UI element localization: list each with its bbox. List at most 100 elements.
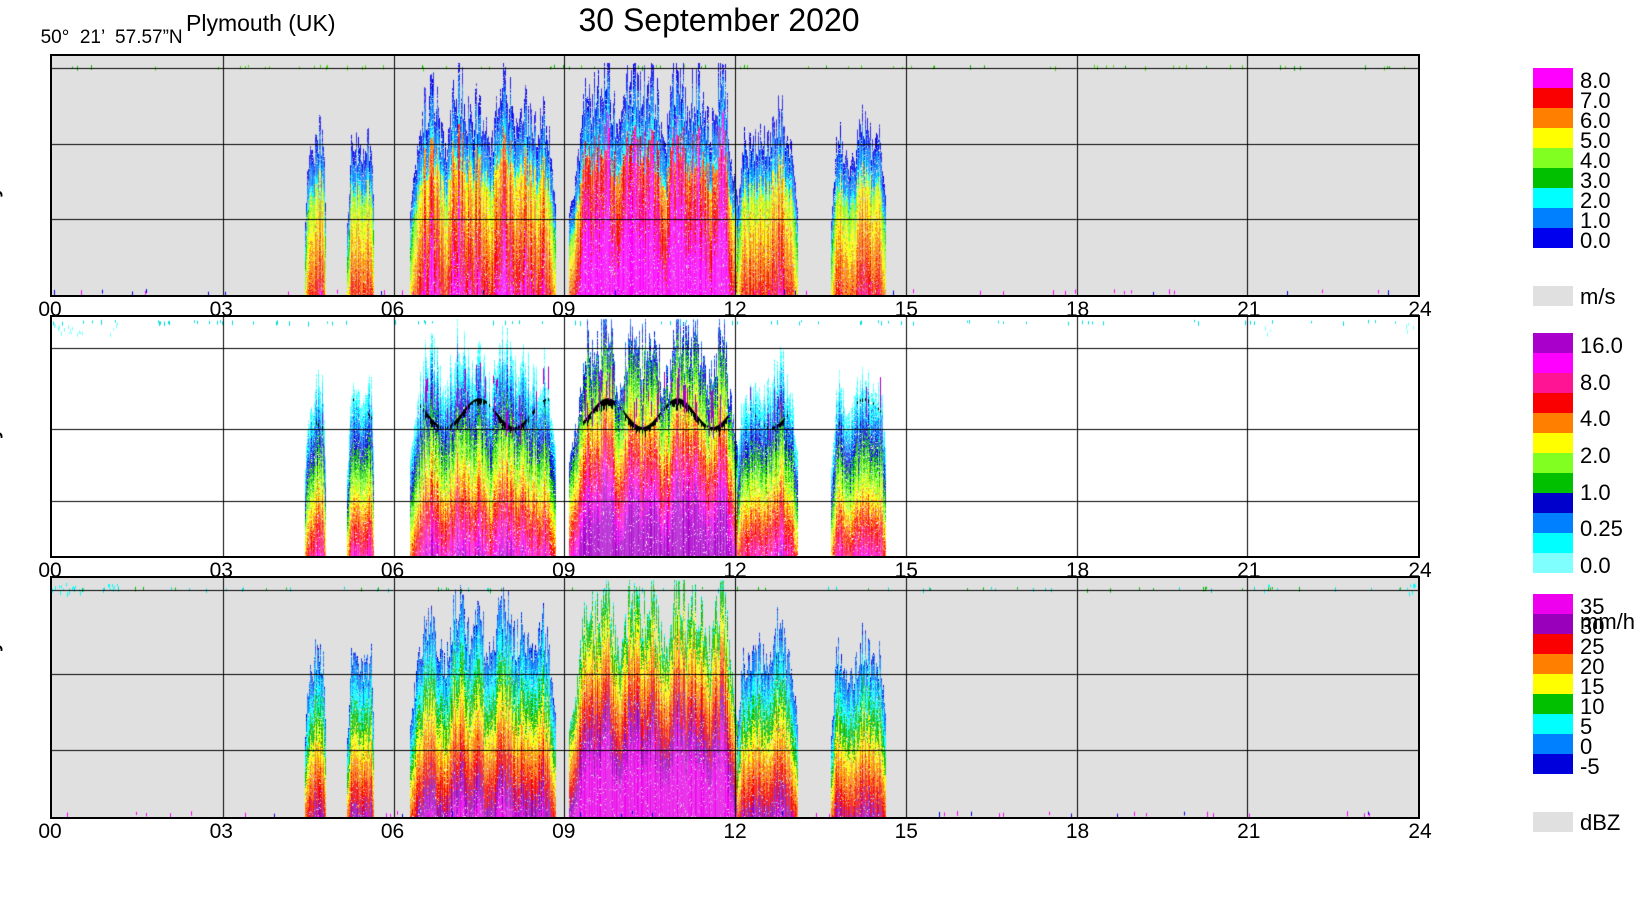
xtick-21: 21 [1237, 298, 1261, 321]
colorbar-label: 7.0 [1580, 88, 1611, 113]
xtick-12: 12 [723, 559, 747, 582]
colorbar-unit: dBZ [1580, 810, 1621, 835]
colorbar-label: 2.0 [1580, 443, 1611, 468]
colorbar-label: 6.0 [1580, 108, 1611, 133]
colorbar-swatch [1533, 493, 1573, 513]
xtick-09: 09 [552, 298, 576, 321]
xtick-24: 24 [1408, 820, 1432, 843]
xtick-06: 06 [380, 559, 405, 582]
xaxis-fall-velocity: 00 03 06 09 12 15 18 21 24 [38, 298, 1431, 321]
xtick-18: 18 [1065, 298, 1090, 321]
colorbar-swatch [1533, 333, 1573, 353]
colorbar-swatch [1533, 654, 1573, 674]
xtick-12: 12 [723, 820, 747, 843]
colorbar-swatch [1533, 754, 1573, 774]
colorbar-label: 15 [1580, 674, 1605, 699]
xtick-24: 24 [1408, 559, 1432, 582]
xtick-06: 06 [380, 298, 405, 321]
colorbar-swatch [1533, 453, 1573, 473]
colorbar-label: 1.0 [1580, 208, 1611, 233]
colorbar-swatch [1533, 353, 1573, 373]
xtick-06: 06 [380, 820, 405, 843]
colorbar-swatches [1533, 594, 1573, 774]
xtick-00: 00 [38, 559, 62, 582]
colorbar-swatch [1533, 68, 1573, 88]
colorbar-swatch [1533, 228, 1573, 248]
colorbar-nodata-swatch [1533, 812, 1573, 832]
colorbar-label: 3.0 [1580, 168, 1611, 193]
colorbar-swatch [1533, 513, 1573, 533]
latitude-text: 50° 21’ 57.57”N [40, 27, 183, 48]
colorbar-swatch [1533, 734, 1573, 754]
colorbar-label: 4.0 [1580, 148, 1611, 173]
xtick-21: 21 [1237, 559, 1261, 582]
colorbar-swatch [1533, 714, 1573, 734]
xtick-03: 03 [209, 559, 233, 582]
colorbar-label: 8.0 [1580, 68, 1611, 93]
colorbar-swatch [1533, 433, 1573, 453]
colorbar-label: 0.0 [1580, 228, 1611, 253]
colorbar-swatch [1533, 594, 1573, 614]
colorbar-label: 2.0 [1580, 188, 1611, 213]
colorbar-label: 0.0 [1580, 553, 1611, 578]
xtick-15: 15 [894, 298, 918, 321]
colorbar-swatch [1533, 393, 1573, 413]
colorbar-swatches [1533, 68, 1573, 248]
xtick-15: 15 [894, 820, 918, 843]
colorbar-swatch [1533, 634, 1573, 654]
colorbar-label: 8.0 [1580, 369, 1611, 395]
colorbar-swatch [1533, 694, 1573, 714]
colorbar-swatch [1533, 553, 1573, 573]
panel-rain-intensity [50, 315, 1420, 558]
colorbar-label: 35 [1580, 594, 1605, 619]
xtick-03: 03 [209, 298, 233, 321]
panel-radar-reflectivity [50, 576, 1420, 819]
ylabel-radar-reflectivity: Radar Reflectivity [0, 638, 3, 850]
panel-fall-velocity [50, 54, 1420, 297]
xaxis-radar-reflectivity: 00 03 06 09 12 15 18 21 24 [38, 820, 1431, 843]
ylabel-rain-intensity: Rain Intensity [0, 425, 3, 589]
colorbar-label: 0 [1580, 734, 1593, 759]
xtick-03: 03 [209, 820, 233, 843]
colorbar-swatch [1533, 533, 1573, 553]
colorbar-unit: mm/h [1580, 609, 1635, 634]
colorbar-label: 5 [1580, 714, 1593, 739]
colorbar-label: 5.0 [1580, 128, 1611, 153]
colorbar-swatch [1533, 108, 1573, 128]
colorbar-label: 1.0 [1580, 479, 1611, 505]
xtick-00: 00 [38, 820, 62, 843]
colorbar-nodata-swatch [1533, 286, 1573, 306]
colorbar-swatch [1533, 188, 1573, 208]
colorbar-label: 10 [1580, 694, 1605, 719]
colorbar-label: -5 [1580, 754, 1600, 779]
xtick-09: 09 [552, 820, 576, 843]
colorbar-label: 30 [1580, 614, 1605, 639]
xtick-15: 15 [894, 559, 918, 582]
xtick-12: 12 [723, 298, 747, 321]
colorbar-label: 0.25 [1580, 516, 1623, 542]
colorbar-swatch [1533, 373, 1573, 393]
colorbar-swatch [1533, 473, 1573, 493]
colorbar-swatch [1533, 208, 1573, 228]
colorbar-swatches [1533, 333, 1573, 573]
xtick-00: 00 [38, 298, 62, 321]
xtick-18: 18 [1065, 820, 1090, 843]
colorbar-swatch [1533, 168, 1573, 188]
colorbar-swatch [1533, 674, 1573, 694]
colorbar-swatch [1533, 614, 1573, 634]
xtick-18: 18 [1065, 559, 1090, 582]
ylabel-fall-velocity: Fall Velocity [0, 183, 3, 328]
location-name: Plymouth (UK) [186, 10, 336, 36]
colorbar-unit: m/s [1580, 284, 1616, 309]
colorbar-swatch [1533, 128, 1573, 148]
page-title: 30 September 2020 [578, 2, 860, 38]
xaxis-rain-intensity: 00 03 06 09 12 15 18 21 24 [38, 559, 1431, 582]
xtick-21: 21 [1237, 820, 1261, 843]
xtick-24: 24 [1408, 298, 1432, 321]
colorbar-label: 4.0 [1580, 406, 1611, 432]
colorbar-label: 20 [1580, 654, 1605, 679]
colorbar-swatch [1533, 148, 1573, 168]
colorbar-label: 16.0 [1580, 333, 1623, 358]
colorbar-swatch [1533, 88, 1573, 108]
colorbar-swatch [1533, 413, 1573, 433]
